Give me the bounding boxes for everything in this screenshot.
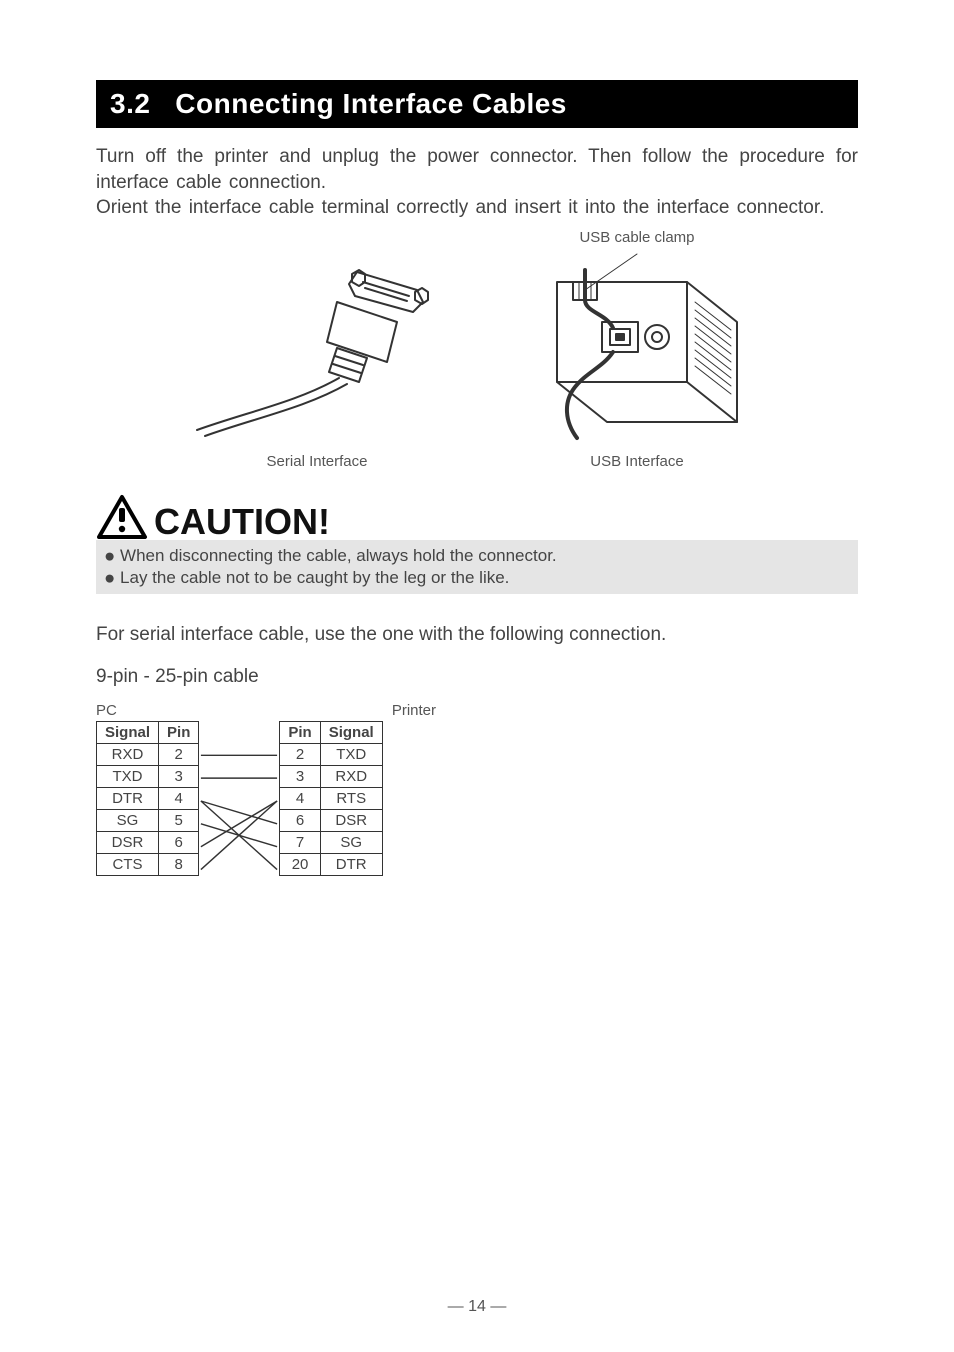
cell: DSR	[97, 831, 159, 853]
usb-clamp-label: USB cable clamp	[507, 229, 767, 246]
cell: 4	[280, 787, 320, 809]
section-header: 3.2 Connecting Interface Cables	[96, 80, 858, 128]
page-number: — 14 —	[0, 1298, 954, 1316]
serial-cable-icon	[187, 252, 447, 442]
table-row: 2TXD	[280, 743, 382, 765]
serial-note-section: For serial interface cable, use the one …	[96, 624, 858, 881]
printer-label: Printer	[392, 702, 436, 719]
cell: TXD	[97, 765, 159, 787]
cell: SG	[320, 831, 382, 853]
intro-paragraph: Turn off the printer and unplug the powe…	[96, 144, 858, 221]
serial-note-text: For serial interface cable, use the one …	[96, 624, 858, 646]
usb-figure-label: USB Interface	[507, 453, 767, 470]
cell: 6	[159, 831, 199, 853]
table-row: DSR6	[97, 831, 199, 853]
cable-title: 9-pin - 25-pin cable	[96, 666, 858, 688]
col-signal: Signal	[97, 721, 159, 743]
cell: 7	[280, 831, 320, 853]
cell: CTS	[97, 853, 159, 875]
cell: DSR	[320, 809, 382, 831]
caution-line-1: ● When disconnecting the cable, always h…	[104, 544, 850, 566]
caution-heading-text: CAUTION!	[154, 504, 330, 540]
cell: SG	[97, 809, 159, 831]
cell: 3	[159, 765, 199, 787]
cell: 3	[280, 765, 320, 787]
serial-figure: Serial Interface	[187, 230, 447, 470]
usb-interface-icon	[507, 252, 767, 442]
bullet-icon: ●	[104, 567, 115, 588]
table-row: 3RXD	[280, 765, 382, 787]
table-row: TXD3	[97, 765, 199, 787]
cell: 20	[280, 853, 320, 875]
cell: RXD	[97, 743, 159, 765]
caution-text-2: Lay the cable not to be caught by the le…	[120, 568, 509, 587]
caution-text-1: When disconnecting the cable, always hol…	[120, 546, 557, 565]
pin-tables-wrap: Signal Pin RXD2 TXD3 DTR4 SG5 DSR6 CTS8	[96, 721, 858, 881]
pc-label: PC	[96, 702, 117, 719]
table-row: 7SG	[280, 831, 382, 853]
cell: DTR	[97, 787, 159, 809]
bullet-icon: ●	[104, 545, 115, 566]
cell: 5	[159, 809, 199, 831]
cell: 4	[159, 787, 199, 809]
table-row: SG5	[97, 809, 199, 831]
page: 3.2 Connecting Interface Cables Turn off…	[0, 0, 954, 1352]
table-row: 20DTR	[280, 853, 382, 875]
col-signal: Signal	[320, 721, 382, 743]
section-number: 3.2	[110, 88, 150, 119]
table-row: 6DSR	[280, 809, 382, 831]
table-header-row: Signal Pin	[97, 721, 199, 743]
cell: 8	[159, 853, 199, 875]
cell: 2	[159, 743, 199, 765]
pin-label-row: PC Printer	[96, 702, 436, 719]
intro-line-2: Orient the interface cable terminal corr…	[96, 197, 824, 218]
table-row: RXD2	[97, 743, 199, 765]
cell: 6	[280, 809, 320, 831]
figure-row: Serial Interface USB cable clamp	[96, 229, 858, 470]
caution-heading-row: CAUTION!	[96, 494, 858, 540]
table-row: CTS8	[97, 853, 199, 875]
col-pin: Pin	[159, 721, 199, 743]
table-row: 4RTS	[280, 787, 382, 809]
serial-figure-label: Serial Interface	[187, 453, 447, 470]
wire-diagram-icon	[199, 721, 279, 881]
cell: DTR	[320, 853, 382, 875]
cell: RXD	[320, 765, 382, 787]
caution-line-2: ● Lay the cable not to be caught by the …	[104, 566, 850, 588]
usb-figure: USB cable clamp	[507, 229, 767, 470]
table-row: DTR4	[97, 787, 199, 809]
table-header-row: Pin Signal	[280, 721, 382, 743]
warning-triangle-icon	[96, 494, 148, 540]
cell: RTS	[320, 787, 382, 809]
pc-pin-table: Signal Pin RXD2 TXD3 DTR4 SG5 DSR6 CTS8	[96, 721, 199, 876]
col-pin: Pin	[280, 721, 320, 743]
section-title: Connecting Interface Cables	[175, 88, 567, 119]
intro-line-1: Turn off the printer and unplug the powe…	[96, 146, 858, 193]
printer-pin-table: Pin Signal 2TXD 3RXD 4RTS 6DSR 7SG 20DTR	[279, 721, 382, 876]
cell: TXD	[320, 743, 382, 765]
caution-box: ● When disconnecting the cable, always h…	[96, 540, 858, 594]
cell: 2	[280, 743, 320, 765]
